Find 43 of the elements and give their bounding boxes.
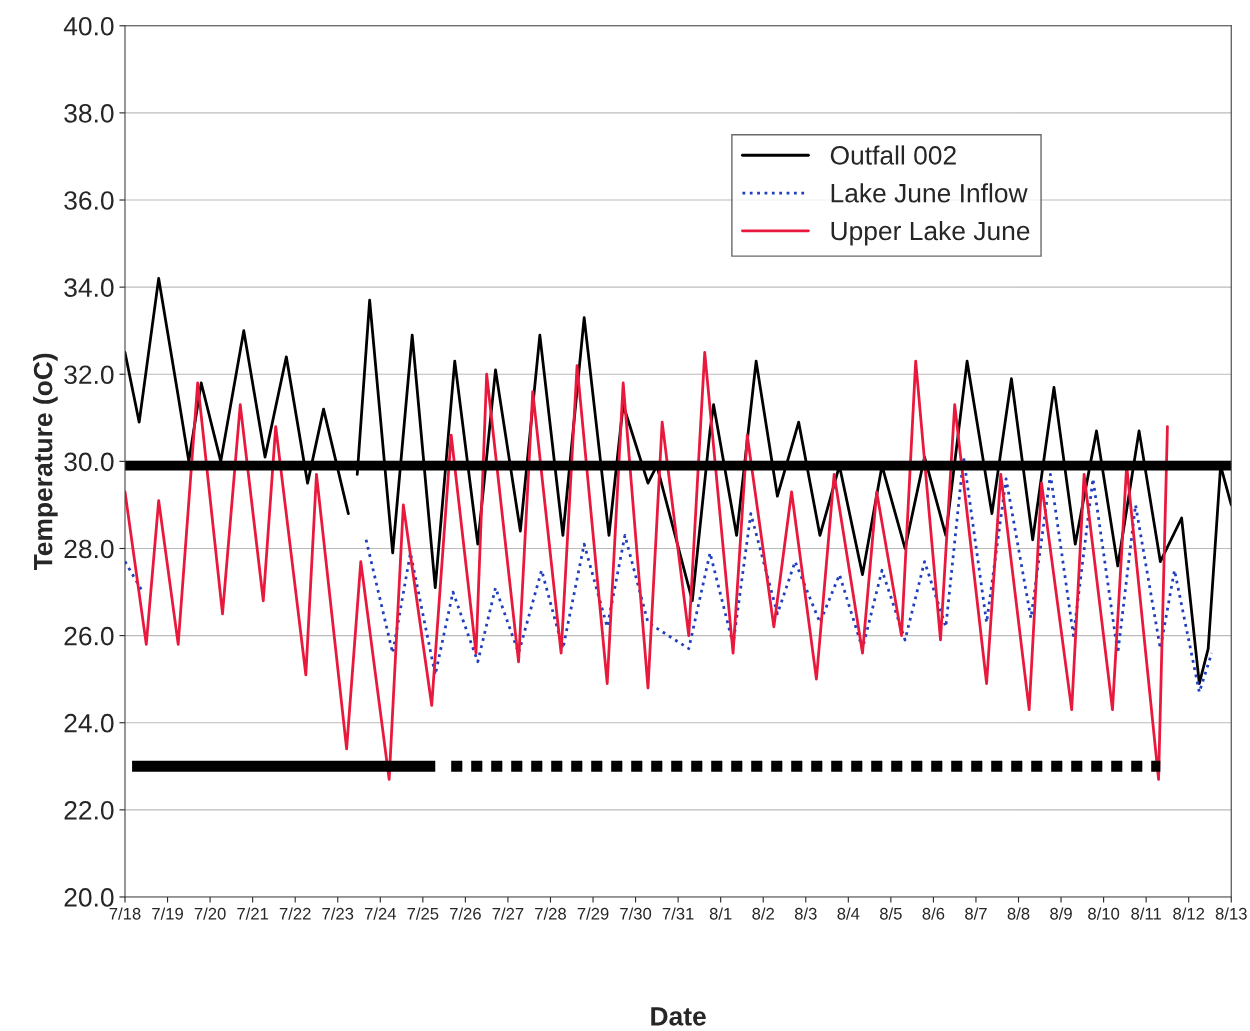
y-tick-label: 36.0 — [64, 191, 114, 210]
y-tick-label: 22.0 — [64, 800, 114, 820]
y-tick-label: 28.0 — [64, 539, 114, 559]
x-tick-label: 8/5 — [880, 907, 902, 920]
y-axis-title: Temperature (oC) — [33, 353, 58, 571]
legend-label: Upper Lake June — [831, 220, 1030, 246]
x-tick-label: 8/11 — [1131, 907, 1161, 920]
x-tick-label: 7/30 — [620, 907, 652, 920]
x-tick-label: 7/31 — [662, 907, 694, 920]
x-tick-label: 7/19 — [152, 907, 183, 920]
y-tick-label: 34.0 — [64, 278, 114, 297]
x-tick-label: 7/27 — [492, 907, 524, 920]
x-tick-label: 8/9 — [1050, 907, 1072, 920]
x-tick-label: 7/25 — [407, 907, 439, 920]
x-tick-label: 8/10 — [1088, 907, 1120, 920]
y-tick-label: 26.0 — [64, 626, 114, 646]
x-tick-label: 8/8 — [1007, 907, 1030, 920]
x-tick-label: 7/24 — [364, 907, 397, 920]
x-tick-label: 7/28 — [535, 907, 566, 920]
x-tick-label: 8/12 — [1173, 907, 1205, 920]
x-tick-label: 8/6 — [922, 907, 945, 920]
y-tick-label: 32.0 — [64, 365, 114, 385]
y-tick-label: 24.0 — [64, 713, 114, 733]
y-tick-label: 38.0 — [64, 104, 114, 123]
x-axis-title: Date — [651, 1007, 706, 1026]
x-tick-label: 7/20 — [194, 907, 226, 920]
x-tick-label: 8/3 — [794, 907, 817, 920]
y-tick-label: 30.0 — [64, 452, 114, 472]
x-tick-label: 8/7 — [965, 907, 987, 920]
y-tick-label: 40.0 — [63, 16, 114, 36]
x-tick-label: 8/13 — [1215, 907, 1247, 920]
x-tick-label: 7/26 — [450, 907, 481, 920]
y-tick-label: 20.0 — [64, 888, 114, 907]
x-tick-label: 7/18 — [109, 907, 141, 920]
x-tick-label: 7/23 — [322, 907, 354, 920]
x-tick-label: 7/21 — [237, 907, 269, 920]
x-tick-label: 8/2 — [752, 907, 774, 920]
x-tick-label: 8/1 — [709, 907, 732, 920]
x-tick-label: 7/29 — [577, 907, 609, 920]
x-tick-label: 8/4 — [837, 907, 860, 920]
x-tick-label: 7/22 — [279, 907, 311, 920]
legend-label: Lake June Inflow — [831, 183, 1028, 203]
legend-label: Outfall 002 — [830, 145, 956, 165]
